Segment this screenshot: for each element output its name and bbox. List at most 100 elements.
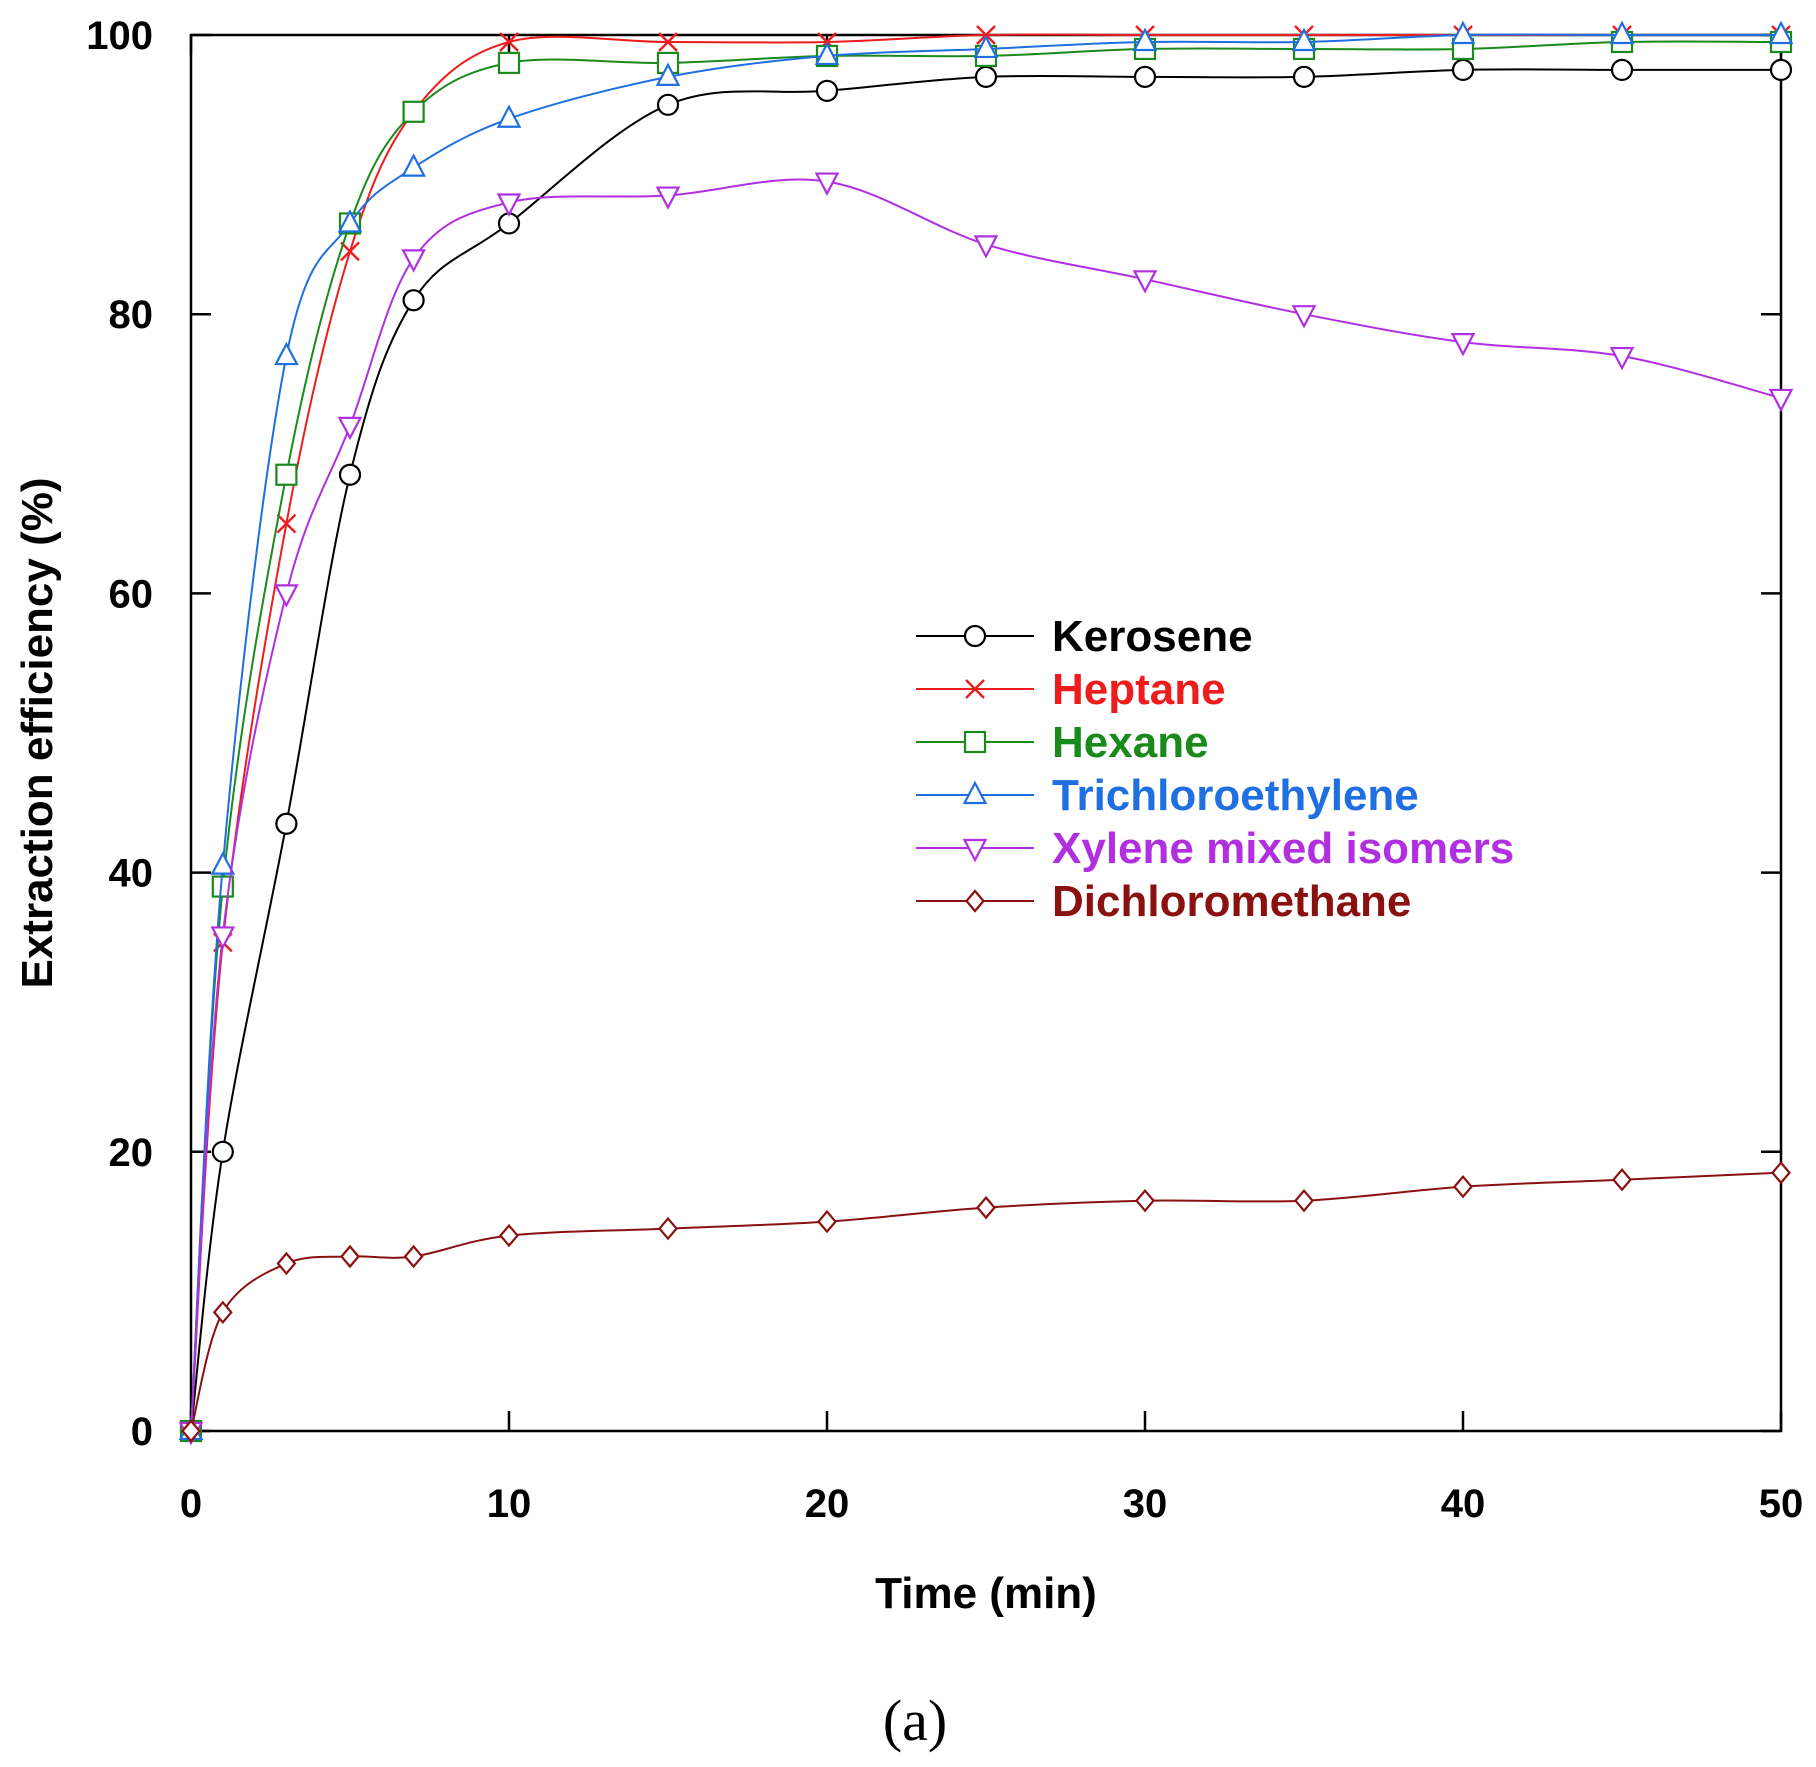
x-tick-label: 30: [1123, 1482, 1168, 1526]
data-point: [212, 1300, 233, 1325]
data-point: [1609, 346, 1635, 371]
data-point: [210, 926, 236, 950]
data-point: [976, 1195, 996, 1220]
data-point: [815, 79, 839, 102]
data-point: [337, 416, 363, 441]
data-point: [1132, 270, 1158, 294]
y-axis-title: Extraction efficiency (%): [13, 477, 62, 988]
data-point: [814, 172, 840, 196]
data-point: [1769, 58, 1793, 82]
data-point: [402, 100, 425, 123]
y-tick-label: 0: [131, 1410, 153, 1454]
data-point: [655, 62, 681, 86]
data-point: [276, 1251, 297, 1276]
y-tick-label: 60: [109, 572, 154, 616]
legend-label: Kerosene: [1052, 612, 1253, 661]
data-point: [656, 93, 680, 116]
x-tick-label: 0: [180, 1482, 202, 1526]
series-line: [190, 178, 1782, 1432]
series-line: [190, 33, 1781, 1432]
data-point: [401, 153, 426, 177]
x-tick-label: 20: [805, 1482, 850, 1526]
data-point: [1294, 1188, 1314, 1213]
legend-label: Trichloroethylene: [1052, 771, 1419, 820]
legend-marker: [965, 679, 985, 699]
data-point: [973, 34, 999, 59]
data-point: [181, 1419, 201, 1443]
data-point: [403, 1244, 424, 1269]
data-point: [1291, 305, 1317, 329]
legend-marker: [962, 780, 988, 805]
y-tick-label: 20: [109, 1131, 154, 1175]
data-point: [1450, 333, 1476, 357]
data-point: [1135, 1188, 1155, 1213]
data-point: [337, 209, 363, 233]
data-point: [1768, 20, 1794, 45]
data-point: [1768, 388, 1794, 413]
axis-ticks: 0 10 20 30 40 50 0 20 40 60 80 100: [86, 14, 1803, 1526]
data-point: [276, 513, 297, 534]
data-point: [814, 41, 840, 66]
data-point: [1450, 20, 1476, 45]
data-point: [1291, 27, 1317, 52]
data-point: [340, 1244, 360, 1269]
data-point: [499, 1223, 519, 1248]
legend-item: Trichloroethylene: [916, 771, 1419, 820]
data-point: [275, 812, 298, 835]
data-point: [274, 584, 299, 608]
data-point: [275, 463, 298, 486]
data-point: [497, 51, 521, 75]
data-point: [340, 241, 360, 262]
data-point: [496, 104, 522, 128]
series-dichloromethane: [181, 1161, 1791, 1443]
legend-label: Dichloromethane: [1052, 877, 1411, 926]
data-point: [658, 1216, 678, 1241]
x-tick-label: 40: [1441, 1482, 1486, 1526]
series-line: [190, 40, 1782, 1432]
y-tick-label: 80: [109, 293, 154, 337]
figure-caption: (a): [883, 1688, 947, 1753]
legend-label: Heptane: [1052, 665, 1226, 714]
y-tick-label: 40: [109, 852, 154, 896]
data-point: [974, 65, 998, 88]
data-point: [499, 32, 519, 52]
data-point: [1451, 58, 1475, 82]
data-point: [338, 463, 362, 486]
x-tick-label: 50: [1759, 1482, 1804, 1526]
data-point: [658, 32, 678, 52]
data-point: [401, 249, 426, 273]
data-point: [1133, 65, 1157, 88]
data-point: [210, 851, 236, 875]
data-point: [211, 1140, 234, 1163]
data-point: [402, 289, 425, 312]
legend-label: Xylene mixed isomers: [1052, 824, 1514, 873]
legend-item: Hexane: [916, 718, 1209, 767]
legend-item: Kerosene: [916, 612, 1253, 661]
data-point: [817, 1209, 837, 1234]
data-point: [973, 235, 999, 259]
legend: KeroseneHeptaneHexaneTrichloroethyleneXy…: [916, 612, 1514, 926]
y-tick-label: 100: [86, 14, 153, 58]
data-point: [1292, 65, 1316, 88]
legend-item: Xylene mixed isomers: [916, 824, 1514, 873]
data-point: [1610, 58, 1634, 82]
data-point: [1612, 1168, 1632, 1192]
legend-marker: [965, 889, 985, 913]
data-point: [1609, 20, 1635, 45]
x-axis-title: Time (min): [875, 1569, 1097, 1618]
x-tick-label: 10: [487, 1482, 532, 1526]
legend-item: Dichloromethane: [916, 877, 1411, 926]
data-point: [1132, 27, 1158, 52]
legend-label: Hexane: [1052, 718, 1209, 767]
data-point: [1771, 1161, 1791, 1185]
data-point: [496, 193, 522, 217]
legend-marker: [963, 624, 987, 648]
legend-marker: [963, 730, 987, 754]
data-point: [1453, 1175, 1473, 1199]
series-layer: [178, 20, 1794, 1446]
legend-marker: [962, 838, 988, 863]
data-point: [274, 341, 299, 366]
data-point: [655, 186, 681, 210]
legend-item: Heptane: [916, 665, 1226, 714]
